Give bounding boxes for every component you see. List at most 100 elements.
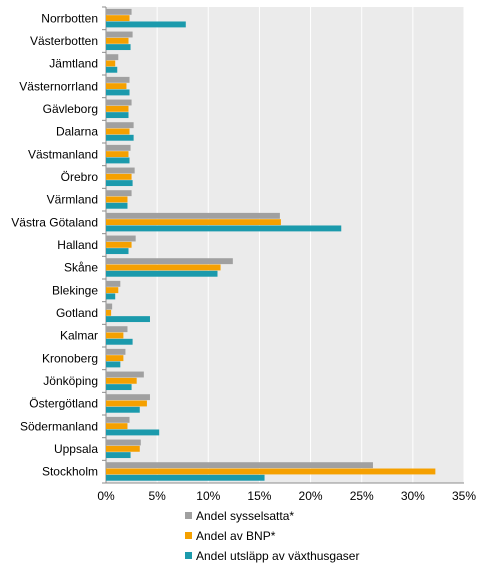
category-label: Skåne [64, 261, 98, 275]
category-label: Västmanland [28, 147, 98, 161]
category-label: Jämtland [49, 57, 98, 71]
bar [106, 21, 186, 28]
bar [106, 258, 233, 265]
bar [106, 248, 129, 255]
legend-swatch [185, 512, 192, 519]
bar [106, 384, 132, 391]
category-label: Östergötland [29, 397, 98, 411]
x-tick-label: 0% [97, 489, 115, 503]
bar [106, 338, 133, 345]
category-label: Norrbotten [41, 11, 98, 25]
bar [106, 76, 130, 83]
bar [106, 151, 129, 158]
bar [106, 280, 121, 287]
category-label: Västerbotten [30, 34, 98, 48]
bar [106, 8, 132, 15]
bar [106, 361, 121, 368]
bar [106, 173, 132, 180]
bar [106, 474, 265, 481]
bar [106, 134, 134, 141]
bar [106, 144, 131, 151]
x-tick-label: 15% [247, 489, 271, 503]
x-tick-label: 25% [350, 489, 374, 503]
legend-swatch [185, 532, 192, 539]
bar [106, 219, 281, 226]
bar [106, 355, 124, 362]
category-label: Gotland [56, 306, 98, 320]
bar [106, 66, 118, 73]
bar [106, 89, 130, 96]
bar [106, 423, 128, 430]
bar [106, 235, 136, 242]
x-tick-label: 5% [148, 489, 166, 503]
bar [106, 394, 150, 401]
bar [106, 332, 124, 339]
bar [106, 406, 140, 413]
bar [106, 287, 119, 294]
bar [106, 400, 147, 407]
x-tick-label: 30% [401, 489, 425, 503]
category-label: Gävleborg [43, 102, 98, 116]
bar [106, 54, 119, 61]
bar [106, 371, 144, 378]
bar [106, 468, 436, 475]
bar [106, 303, 113, 310]
bar [106, 37, 129, 44]
bar [106, 316, 150, 323]
category-label: Värmland [47, 193, 98, 207]
bar [106, 270, 218, 277]
bar [106, 167, 135, 174]
category-label: Södermanland [20, 419, 98, 433]
category-label: Örebro [61, 170, 99, 184]
bar [106, 99, 132, 106]
bar [106, 112, 129, 119]
category-label: Kalmar [60, 329, 98, 343]
bar [106, 15, 130, 22]
bar [106, 180, 133, 187]
bar [106, 44, 131, 51]
x-tick-labels: 0% 5% 10% 15% 20% 25% 30% 35% [97, 489, 476, 503]
legend: Andel sysselsatta* Andel av BNP* Andel uts… [185, 509, 359, 563]
bar [106, 462, 373, 469]
legend-label: Andel sysselsatta* [196, 509, 294, 523]
bar [106, 105, 129, 112]
bars [106, 8, 436, 481]
bar [106, 157, 130, 164]
plot-area [106, 7, 464, 483]
bar [106, 83, 127, 90]
bar [106, 416, 130, 423]
category-label: Jönköping [43, 374, 98, 388]
category-label: Stockholm [42, 465, 98, 479]
bar [106, 122, 134, 129]
bar [106, 31, 133, 38]
category-label: Uppsala [54, 442, 98, 456]
bar [106, 439, 141, 446]
bar [106, 445, 140, 452]
category-label: Västernorrland [19, 79, 98, 93]
category-label: Blekinge [52, 283, 98, 297]
legend-label: Andel av BNP* [196, 529, 276, 543]
legend-label: Andel utsläpp av växthusgaser [196, 549, 359, 563]
bar [106, 326, 128, 333]
category-labels: Norrbotten Västerbotten Jämtland Västernorr… [11, 11, 98, 478]
bar [106, 128, 130, 135]
bar [106, 293, 116, 300]
category-label: Kronoberg [42, 351, 98, 365]
bar [106, 348, 126, 355]
bar [106, 264, 221, 271]
bar [106, 452, 131, 459]
bar [106, 241, 132, 248]
x-tick-label: 10% [196, 489, 220, 503]
bar [106, 225, 342, 232]
x-tick-label: 35% [452, 489, 476, 503]
x-tick-label: 20% [299, 489, 323, 503]
bar [106, 202, 128, 209]
category-label: Halland [57, 238, 98, 252]
bar [106, 212, 280, 219]
bar [106, 309, 112, 316]
category-label: Dalarna [56, 125, 98, 139]
bar [106, 60, 116, 67]
bar [106, 196, 128, 203]
bar [106, 377, 137, 384]
